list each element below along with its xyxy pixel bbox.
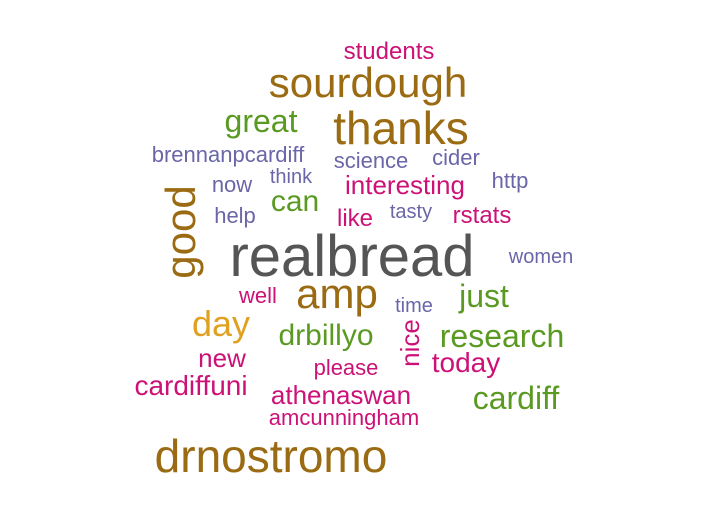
word-brennanpcardiff: brennanpcardiff	[151, 142, 305, 167]
word-cardiffuni: cardiffuni	[134, 370, 248, 401]
word-research: research	[439, 318, 565, 354]
word-now: now	[211, 172, 253, 197]
word-great: great	[224, 103, 298, 139]
word-drnostromo: drnostromo	[154, 430, 388, 482]
word-science: science	[333, 148, 409, 173]
word-http: http	[491, 168, 529, 193]
word-amcunningham: amcunningham	[268, 405, 420, 430]
word-athenaswan: athenaswan	[270, 380, 412, 410]
word-amp: amp	[296, 270, 378, 317]
word-time: time	[395, 295, 433, 317]
word-help: help	[214, 203, 256, 228]
word-tasty: tasty	[389, 201, 433, 223]
word-nice: nice	[395, 319, 425, 367]
word-realbread: realbread	[229, 224, 475, 289]
word-just: just	[459, 278, 509, 314]
word-well: well	[239, 283, 277, 308]
word-good: good	[157, 185, 204, 279]
word-new: new	[198, 343, 246, 373]
word-sourdough: sourdough	[268, 59, 468, 106]
word-day: day	[191, 303, 251, 344]
word-cider: cider	[432, 145, 480, 170]
word-cardiff: cardiff	[472, 380, 560, 416]
word-think: think	[269, 166, 313, 188]
word-please: please	[313, 355, 379, 380]
word-students: students	[343, 38, 435, 65]
word-can: can	[270, 185, 320, 218]
word-like: like	[336, 205, 374, 232]
word-rstats: rstats	[452, 202, 512, 229]
word-women: women	[508, 246, 574, 268]
word-interesting: interesting	[345, 170, 465, 200]
word-thanks: thanks	[333, 102, 469, 154]
word-drbillyo: drbillyo	[278, 319, 374, 352]
word-today: today	[431, 347, 501, 378]
